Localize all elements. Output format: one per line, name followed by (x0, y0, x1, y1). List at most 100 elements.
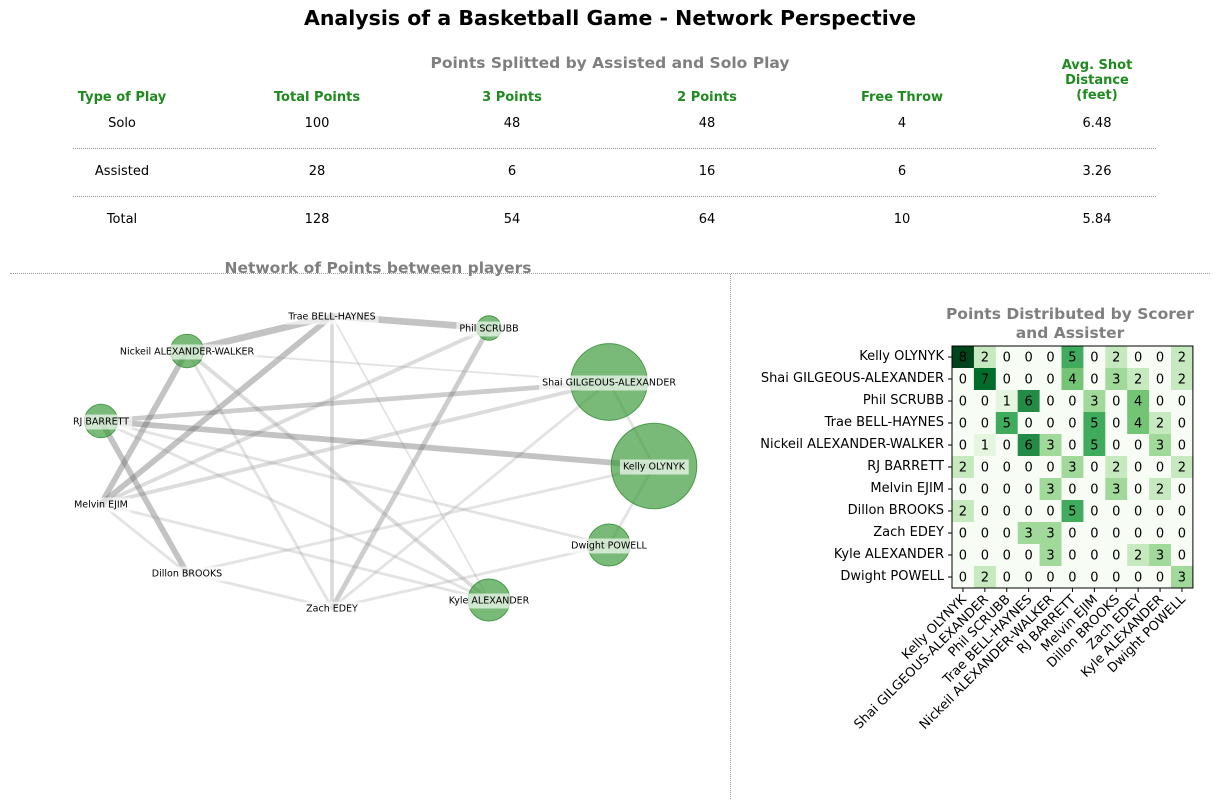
heatmap-cell-value: 0 (1003, 527, 1011, 542)
heatmap-cell-value: 0 (1178, 439, 1186, 454)
heatmap-cell (1127, 412, 1150, 435)
heatmap-cell-value: 0 (1003, 373, 1011, 388)
table-cell: 16 (698, 164, 716, 179)
heatmap-cell-value: 2 (1134, 373, 1142, 388)
heatmap-cell-value: 0 (1178, 549, 1186, 564)
heatmap-cell-value: 3 (1046, 439, 1054, 454)
heatmap-cell-value: 7 (981, 373, 989, 388)
heatmap-cell-value: 0 (1134, 483, 1142, 498)
heatmap-cell-value: 0 (1090, 571, 1098, 586)
table-header-line: 3 Points (482, 90, 542, 105)
heatmap-cell-value: 3 (1112, 483, 1120, 498)
heatmap-cell (1149, 390, 1172, 413)
table-cell: 128 (304, 212, 330, 227)
network-node-label: RJ BARRETT (73, 417, 129, 428)
heatmap-cell-value: 2 (1178, 461, 1186, 476)
heatmap-cell-value: 0 (1178, 505, 1186, 520)
heatmap-cell-value: 3 (1025, 527, 1033, 542)
heatmap-cell-value: 0 (1112, 571, 1120, 586)
heatmap-cell (1083, 412, 1106, 435)
heatmap-cell (1061, 566, 1084, 589)
table-cell: 6 (507, 164, 517, 179)
heatmap-cell (1171, 346, 1194, 369)
heatmap-cell-value: 5 (1003, 417, 1011, 432)
heatmap-cell (1127, 478, 1150, 501)
heatmap-cell (1127, 566, 1150, 589)
heatmap-cell-value: 0 (1112, 439, 1120, 454)
table-header-line: (feet) (1076, 88, 1118, 103)
table-header-line: Total Points (273, 90, 361, 105)
network-node-label: Nickeil ALEXANDER-WALKER (120, 347, 255, 358)
heatmap-cell (952, 434, 975, 457)
heatmap-cell (1171, 456, 1194, 479)
heatmap-cell-value: 1 (981, 439, 989, 454)
heatmap-cell (1039, 434, 1062, 457)
heatmap-cell (1127, 544, 1150, 567)
heatmap-cell (1017, 368, 1040, 391)
heatmap-cell (952, 390, 975, 413)
heatmap-cell (1149, 500, 1172, 523)
heatmap-cell-value: 0 (1003, 483, 1011, 498)
heatmap-cell (1083, 456, 1106, 479)
heatmap-row-label: Phil SCRUBB (862, 393, 944, 408)
heatmap-cell-value: 0 (1003, 351, 1011, 366)
heatmap-cell (952, 368, 975, 391)
network-label-background (445, 593, 533, 609)
heatmap-cell-value: 2 (1156, 417, 1164, 432)
heatmap-cell (1105, 368, 1128, 391)
table-cell: 54 (503, 212, 521, 227)
heatmap-cell-value: 0 (1134, 439, 1142, 454)
heatmap-cell-value: 0 (1068, 571, 1076, 586)
heatmap-cell (1017, 522, 1040, 545)
network-edge (98, 348, 190, 507)
heatmap-cell-value: 0 (981, 417, 989, 432)
heatmap-cell (973, 412, 997, 435)
heatmap-cell-value: 0 (1090, 461, 1098, 476)
heatmap-cell-value: 3 (1112, 373, 1120, 388)
heatmap-cell (1171, 500, 1194, 523)
heatmap-cell-value: 0 (959, 439, 967, 454)
heatmap-cell (995, 500, 1018, 523)
table-cell: 4 (897, 116, 907, 131)
network-node-label: Shai GILGEOUS-ALEXANDER (542, 378, 676, 389)
heatmap-cell (1061, 346, 1084, 369)
heatmap-cell-value: 0 (1090, 505, 1098, 520)
heatmap-cell-value: 3 (1178, 571, 1186, 586)
page-title: Analysis of a Basketball Game - Network … (303, 6, 917, 30)
table-cell: 100 (304, 116, 330, 131)
table-header-line: 2 Points (677, 90, 737, 105)
heatmap-cell-value: 0 (1068, 439, 1076, 454)
heatmap-cell (1105, 412, 1128, 435)
heatmap-cell-value: 5 (1068, 505, 1076, 520)
heatmap-cell (1061, 412, 1084, 435)
heatmap-cell-value: 0 (1156, 351, 1164, 366)
network-edge (99, 380, 611, 506)
heatmap-cell (1149, 412, 1172, 435)
network-edge (329, 325, 492, 611)
heatmap-cell (1149, 346, 1172, 369)
table-cell: 6.48 (1082, 116, 1112, 131)
heatmap-cell (952, 544, 975, 567)
heatmap-cell (995, 434, 1018, 457)
heatmap-cell-value: 0 (1156, 527, 1164, 542)
heatmap-cell-value: 0 (1134, 505, 1142, 520)
heatmap-cell-value: 0 (1068, 395, 1076, 410)
table-cell: 6 (897, 164, 907, 179)
heatmap-cell (1083, 500, 1106, 523)
heatmap-cell (1083, 368, 1106, 391)
network-node-label: Dwight POWELL (571, 541, 647, 552)
heatmap-cell (1061, 500, 1084, 523)
heatmap-cell (1061, 390, 1084, 413)
network-edge (99, 502, 189, 575)
heatmap-cell (1127, 368, 1150, 391)
network-label-background (71, 497, 131, 513)
heatmap-cell-value: 0 (981, 483, 989, 498)
heatmap-cell (1083, 566, 1106, 589)
network-label-background (539, 375, 680, 391)
heatmap-cell (1017, 478, 1040, 501)
heatmap-cell-value: 0 (1025, 417, 1033, 432)
heatmap-cell-value: 3 (1156, 439, 1164, 454)
heatmap-cell-value: 3 (1046, 483, 1054, 498)
table-header-cell: Free Throw (822, 90, 982, 105)
heatmap-cell (1127, 346, 1150, 369)
